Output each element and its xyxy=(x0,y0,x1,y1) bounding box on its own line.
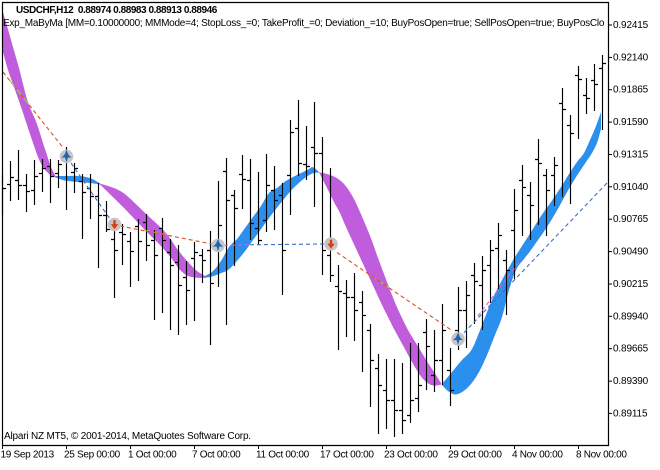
svg-text:7 Oct 00:00: 7 Oct 00:00 xyxy=(192,450,241,461)
svg-text:1 Oct 00:00: 1 Oct 00:00 xyxy=(128,450,177,461)
svg-text:0.92415: 0.92415 xyxy=(613,20,649,31)
svg-text:29 Oct 00:00: 29 Oct 00:00 xyxy=(448,450,502,461)
svg-text:0.91315: 0.91315 xyxy=(613,150,649,161)
svg-text:0.91865: 0.91865 xyxy=(613,85,649,96)
svg-text:0.89390: 0.89390 xyxy=(613,376,649,387)
svg-text:0.90765: 0.90765 xyxy=(613,214,649,225)
svg-text:0.91590: 0.91590 xyxy=(613,117,649,128)
svg-text:0.89940: 0.89940 xyxy=(613,311,649,322)
svg-text:Alpari NZ MT5, © 2001-2014, Me: Alpari NZ MT5, © 2001-2014, MetaQuotes S… xyxy=(4,431,251,442)
svg-text:0.90490: 0.90490 xyxy=(613,247,649,258)
svg-text:25 Sep 00:00: 25 Sep 00:00 xyxy=(64,450,121,461)
svg-text:19 Sep 2013: 19 Sep 2013 xyxy=(1,450,55,461)
svg-text:0.89665: 0.89665 xyxy=(613,344,649,355)
svg-text:USDCHF,H12 0.88974 0.88983 0.: USDCHF,H12 0.88974 0.88983 0.88913 0.889… xyxy=(16,5,218,16)
svg-text:8 Nov 00:00: 8 Nov 00:00 xyxy=(576,450,627,461)
svg-text:0.92140: 0.92140 xyxy=(613,52,649,63)
svg-text:0.89115: 0.89115 xyxy=(613,408,648,419)
svg-text:11 Oct 00:00: 11 Oct 00:00 xyxy=(256,450,310,461)
svg-text:17 Oct 00:00: 17 Oct 00:00 xyxy=(320,450,374,461)
svg-text:Exp_MaByMa [MM=0.10000000; MMM: Exp_MaByMa [MM=0.10000000; MMMode=4; Sto… xyxy=(3,18,605,29)
svg-text:4 Nov 00:00: 4 Nov 00:00 xyxy=(512,450,563,461)
svg-text:0.90215: 0.90215 xyxy=(613,279,649,290)
svg-text:0.91040: 0.91040 xyxy=(613,182,649,193)
svg-text:23 Oct 00:00: 23 Oct 00:00 xyxy=(384,450,438,461)
